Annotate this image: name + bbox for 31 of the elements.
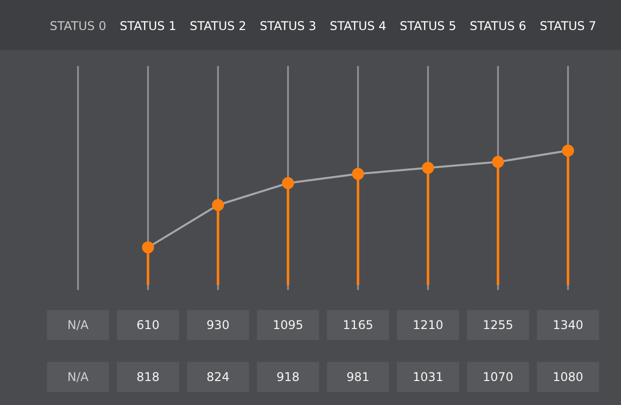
point [212, 199, 224, 212]
data-label: 1095 [257, 310, 319, 340]
x-tick-label: STATUS 2 [190, 19, 246, 33]
text: 1080 [537, 362, 599, 392]
point [352, 168, 364, 180]
text: N/A [67, 318, 89, 332]
text: 1031 [397, 362, 459, 392]
data-label: 1165 [327, 310, 389, 340]
data-label: 1255 [467, 310, 529, 340]
x-tick-label: STATUS 6 [470, 19, 526, 33]
point [142, 241, 154, 254]
text: 981 [327, 362, 389, 392]
x-tick-label: STATUS 4 [330, 19, 386, 33]
x-tick-label: STATUS 7 [540, 19, 596, 33]
data-label: 930 [187, 310, 249, 340]
x-tick-label: STATUS 0 [50, 19, 106, 33]
text: 824 [187, 362, 249, 392]
point [282, 177, 294, 190]
x-tick-label: STATUS 3 [260, 19, 316, 33]
point [562, 144, 574, 157]
data-label: 1340 [537, 310, 599, 340]
x-tick-label: STATUS 5 [400, 19, 456, 33]
text: 818 [117, 362, 179, 392]
data-label: 610 [117, 310, 179, 340]
point [492, 156, 504, 168]
text: 918 [257, 362, 319, 392]
data-label: 1210 [397, 310, 459, 340]
point [422, 162, 434, 174]
text: N/A [47, 362, 109, 392]
x-tick-label: STATUS 1 [120, 19, 176, 33]
text: 1070 [467, 362, 529, 392]
